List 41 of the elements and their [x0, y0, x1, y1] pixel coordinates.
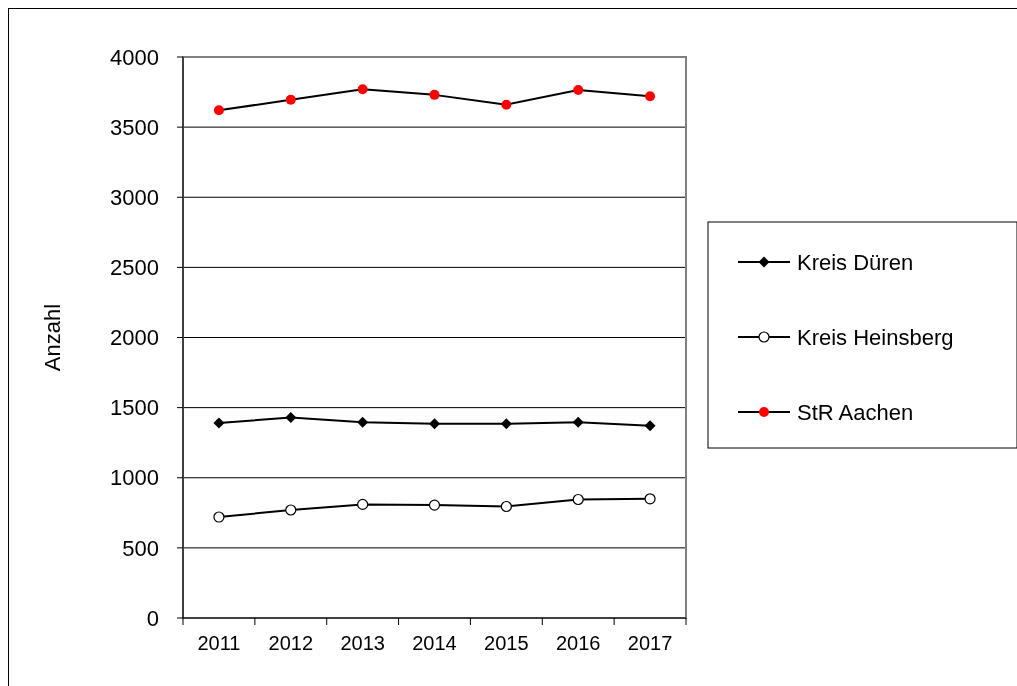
- legend-label: Kreis Düren: [797, 249, 914, 275]
- y-tick-label: 4000: [110, 44, 159, 70]
- x-tick-label: 2013: [340, 632, 385, 654]
- point: [572, 416, 584, 428]
- point: [500, 500, 512, 513]
- y-tick-label: 1500: [110, 395, 159, 421]
- x-tick-label: 2014: [412, 632, 457, 654]
- y-tick-label: 500: [122, 535, 159, 561]
- y-tick-label: 0: [146, 605, 159, 631]
- x-tick-label: 2012: [268, 632, 314, 654]
- x-tick-label: 2015: [484, 632, 529, 654]
- y-tick-label: 2000: [110, 325, 159, 351]
- point: [285, 94, 296, 105]
- point: [429, 418, 440, 430]
- point: [357, 84, 368, 95]
- y-tick-label: 3500: [110, 114, 159, 140]
- point: [644, 493, 656, 505]
- point: [285, 411, 297, 423]
- point: [357, 416, 369, 428]
- point: [213, 511, 225, 523]
- point: [428, 499, 441, 511]
- point: [573, 84, 584, 95]
- point: [285, 504, 297, 516]
- x-tick-label: 2011: [197, 632, 241, 654]
- y-axis-title: Anzahl: [40, 303, 65, 372]
- x-tick-label: 2017: [627, 632, 673, 654]
- point: [572, 493, 584, 506]
- y-tick-label: 1000: [110, 465, 159, 491]
- point: [357, 498, 369, 510]
- x-tick-label: 2016: [555, 632, 601, 654]
- point: [645, 91, 656, 102]
- point: [429, 89, 440, 100]
- legend-label: Kreis Heinsberg: [797, 324, 954, 350]
- point: [213, 105, 224, 116]
- y-tick-label: 2500: [110, 255, 159, 281]
- point: [644, 420, 656, 432]
- y-tick-label: 3000: [110, 184, 159, 210]
- point: [501, 99, 512, 110]
- legend-label: StR Aachen: [797, 399, 914, 425]
- point: [500, 418, 512, 430]
- point: [213, 417, 225, 429]
